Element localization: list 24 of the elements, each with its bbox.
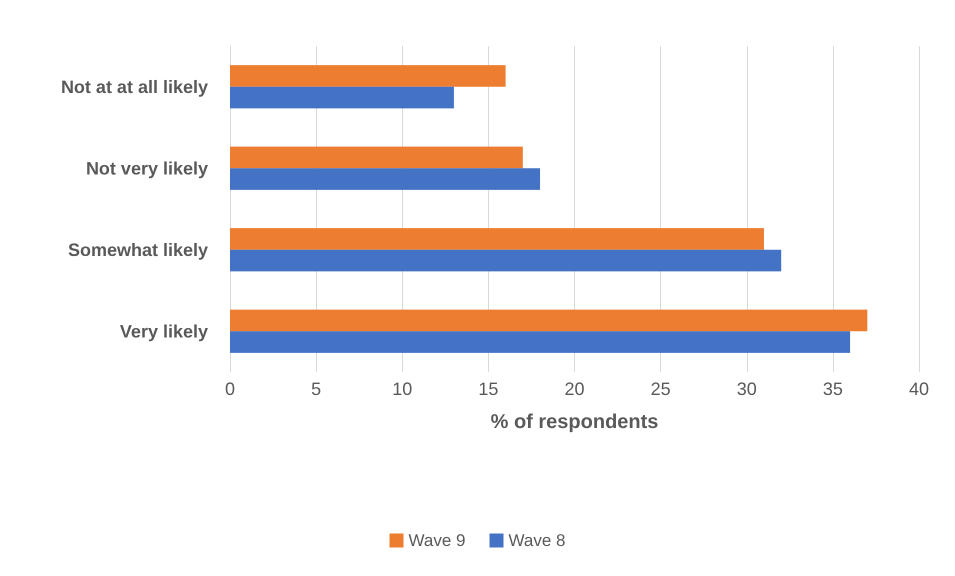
bar — [230, 65, 506, 87]
bar — [230, 146, 523, 168]
x-tick-label: 40 — [908, 379, 930, 399]
legend-label: Wave 9 — [408, 531, 466, 550]
bar — [230, 228, 764, 250]
x-tick-label: 20 — [564, 379, 585, 399]
bar — [230, 168, 540, 190]
legend-label: Wave 8 — [508, 531, 566, 550]
x-tick-label: 25 — [650, 379, 671, 399]
x-axis-title: % of respondents — [490, 411, 658, 433]
y-tick-label: Very likely — [120, 321, 208, 342]
x-tick-label: 5 — [311, 379, 322, 399]
x-tick-label: 35 — [822, 379, 843, 399]
y-tick-label: Not very likely — [86, 158, 208, 178]
x-tick-label: 0 — [224, 379, 236, 399]
bar — [230, 331, 850, 353]
bar — [230, 310, 868, 332]
x-tick-label: 10 — [392, 379, 412, 399]
bar — [230, 86, 454, 108]
x-tick-label: 15 — [478, 379, 498, 399]
y-tick-label: Somewhat likely — [68, 240, 208, 260]
y-tick-label: Not at at all likely — [60, 76, 208, 97]
bar — [230, 250, 782, 272]
x-tick-label: 30 — [736, 379, 757, 399]
